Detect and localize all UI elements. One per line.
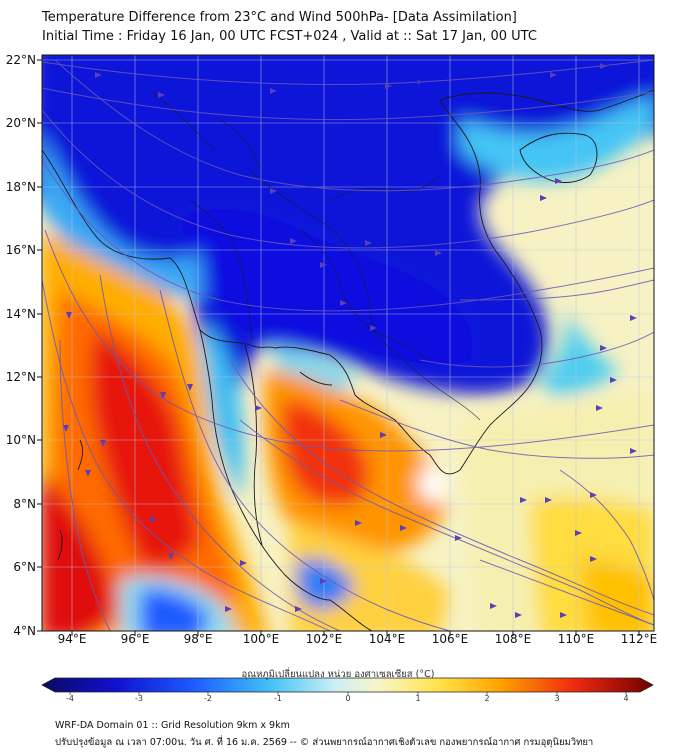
lat-label-18n: 18°N (5, 180, 36, 194)
colorbar-tick: 4 (623, 694, 629, 703)
map-title-line2: Initial Time : Friday 16 Jan, 00 UTC FCS… (42, 29, 537, 44)
colorbar-tick: 3 (554, 694, 560, 703)
axis-ticks (37, 59, 640, 636)
coastlines (42, 89, 654, 631)
lat-label-14n: 14°N (5, 307, 36, 321)
map-title-line1: Temperature Difference from 23°C and Win… (42, 10, 517, 25)
colorbar-tick: -3 (135, 694, 143, 703)
wind-streamlines (42, 59, 654, 631)
lon-label-106e: 106°E (431, 632, 469, 646)
lat-label-16n: 16°N (5, 243, 36, 257)
lon-label-96e: 96°E (120, 632, 150, 646)
lat-label-8n: 8°N (13, 497, 36, 511)
lon-label-110e: 110°E (557, 632, 595, 646)
colorbar-tick: 2 (484, 694, 490, 703)
lon-label-104e: 104°E (368, 632, 406, 646)
colorbar-tick: -4 (66, 694, 74, 703)
lon-label-100e: 100°E (242, 632, 280, 646)
lon-label-112e: 112°E (620, 632, 658, 646)
colorbar-tick: -1 (274, 694, 282, 703)
colorbar (41, 677, 654, 695)
colorbar-title: อุณหภูมิเปลี่ยนแปลง หน่วย องศาเซลเซียส (… (241, 669, 435, 680)
lat-label-12n: 12°N (5, 370, 36, 384)
colorbar-tick: 1 (415, 694, 421, 703)
lat-label-6n: 6°N (13, 560, 36, 574)
footer-model-info: WRF-DA Domain 01 :: Grid Resolution 9km … (55, 720, 290, 731)
lon-label-98e: 98°E (183, 632, 213, 646)
temperature-field (42, 55, 654, 631)
lon-label-102e: 102°E (305, 632, 343, 646)
map-border (41, 54, 655, 632)
colorbar-tick: -2 (204, 694, 212, 703)
footer-credit: ปรับปรุงข้อมูล ณ เวลา 07:00น. วัน ศ. ที่… (55, 737, 594, 748)
lon-label-94e: 94°E (57, 632, 87, 646)
lat-label-22n: 22°N (5, 53, 36, 67)
country-borders (149, 89, 481, 421)
lon-label-108e: 108°E (494, 632, 532, 646)
lat-label-10n: 10°N (5, 433, 36, 447)
lat-label-20n: 20°N (5, 116, 36, 130)
colorbar-tick: 0 (345, 694, 351, 703)
wind-arrows (63, 63, 637, 618)
lat-label-4n: 4°N (13, 624, 36, 638)
